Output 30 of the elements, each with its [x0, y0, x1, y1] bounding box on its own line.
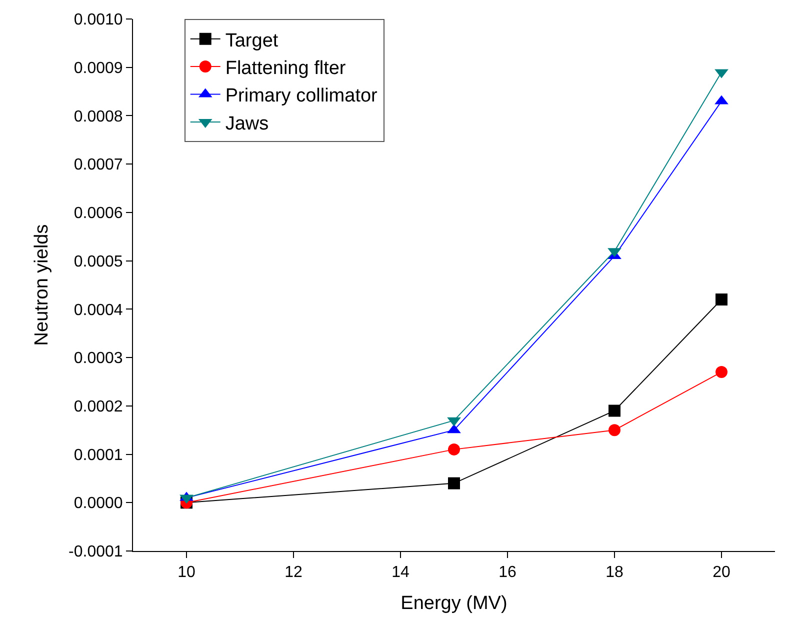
x-tick-label: 10: [178, 564, 196, 582]
y-tick-label: 0.0009: [74, 60, 123, 77]
legend-label: Primary collimator: [225, 86, 378, 107]
y-tick-label: 0.0008: [74, 108, 123, 126]
legend-label: Target: [225, 30, 279, 52]
legend-label: Jaws: [225, 113, 269, 134]
x-tick-label: 12: [284, 564, 302, 582]
point: [448, 477, 460, 490]
y-tick-label: 0.0003: [74, 350, 123, 368]
x-tick-label: 20: [712, 564, 730, 582]
point: [608, 424, 620, 436]
y-tick-label: -0.0001: [68, 544, 123, 561]
y-tick-label: 0.0010: [74, 12, 123, 29]
y-tick-label: 0.0001: [74, 446, 123, 464]
y-tick-label: 0.0007: [74, 156, 123, 174]
point: [448, 443, 460, 456]
point: [716, 366, 728, 378]
x-axis-title: Energy (MV): [400, 593, 508, 614]
y-tick-label: 0.0000: [74, 495, 123, 512]
point: [608, 404, 620, 417]
legend-label: Flattening flter: [225, 58, 346, 79]
y-tick-label: 0.0006: [74, 205, 123, 222]
y-tick-label: 0.0002: [74, 398, 123, 416]
x-tick-label: 16: [498, 564, 516, 582]
y-axis-title: Neutron yields: [31, 224, 52, 346]
y-tick-label: 0.0005: [74, 253, 123, 270]
point: [716, 294, 728, 306]
y-tick-label: 0.0004: [74, 302, 123, 319]
x-tick-label: 18: [606, 564, 624, 582]
x-tick-label: 14: [392, 564, 410, 582]
